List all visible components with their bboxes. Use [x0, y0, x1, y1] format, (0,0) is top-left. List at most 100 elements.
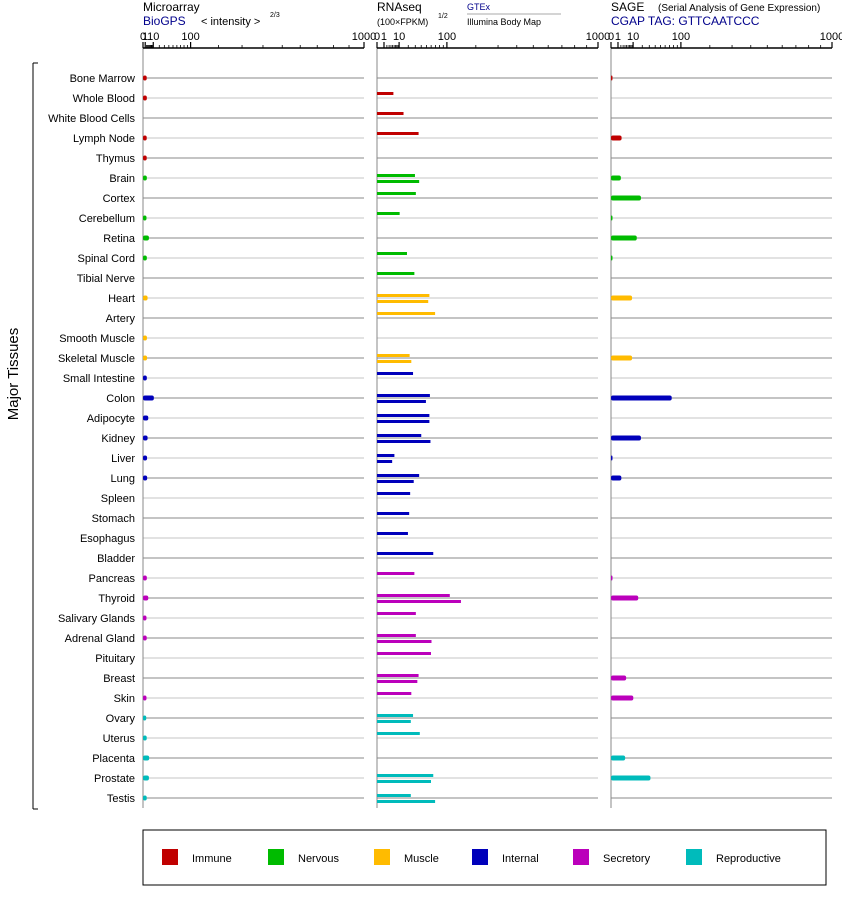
microarray-bar [143, 415, 149, 421]
sage-bar-30 [611, 675, 627, 681]
sage-bar-25 [611, 575, 613, 581]
microarray-bar-3 [143, 135, 147, 141]
rnaseq-source-bodymap: Illumina Body Map [467, 17, 541, 27]
rnaseq-bar-10 [377, 272, 415, 275]
microarray-bar-11 [143, 295, 148, 301]
microarray-bar-26 [143, 595, 149, 601]
sage-bar-34 [611, 755, 626, 761]
rnaseq-bar-gtex [377, 634, 416, 637]
microarray-bar-32 [143, 715, 147, 721]
tissue-label: Thymus [96, 153, 136, 165]
rnaseq-bar [377, 612, 416, 615]
sage-bar-19 [611, 455, 613, 461]
rnaseq-bar [377, 532, 408, 535]
microarray-bar [143, 695, 147, 701]
microarray-bar-9 [143, 255, 147, 261]
microarray-bar [143, 435, 148, 441]
sage-bar [611, 695, 634, 701]
tissue-label: Bladder [97, 553, 135, 565]
rnaseq-bar-gtex [377, 774, 434, 777]
rnaseq-bar [377, 552, 434, 555]
tissue-label: Heart [108, 293, 135, 305]
rnaseq-bar-17 [377, 414, 430, 423]
sage-bar-14 [611, 355, 633, 361]
legend-label-internal: Internal [502, 853, 539, 865]
y-axis-label: Major Tissues [5, 328, 22, 421]
microarray-bar-13 [143, 335, 147, 341]
rnaseq-bar-gtex [377, 794, 411, 797]
tissue-label: Testis [107, 793, 136, 805]
tissue-label: Cerebellum [79, 213, 135, 225]
rnaseq-bar-7 [377, 212, 400, 215]
rnaseq-unit-label: (100×FPKM) [377, 17, 428, 27]
rnaseq-bar-gtex [377, 474, 420, 477]
rnaseq-bar-31 [377, 692, 412, 695]
tissue-label: Breast [103, 673, 135, 685]
microarray-bar [143, 735, 147, 741]
sage-bar-0 [611, 75, 613, 81]
rnaseq-bar-bodymap [377, 440, 431, 443]
tissue-label: Esophagus [80, 533, 136, 545]
sage-bar-3 [611, 135, 622, 141]
tissue-label: Bone Marrow [70, 73, 135, 85]
microarray-bar [143, 715, 147, 721]
legend-label-secretory: Secretory [603, 853, 651, 865]
tissue-label: Salivary Glands [58, 613, 136, 625]
sage-bar [611, 775, 651, 781]
microarray-bar-33 [143, 735, 147, 741]
tissue-label: Tibial Nerve [77, 273, 135, 285]
sage-tick-label: 100 [672, 31, 690, 43]
sage-bar-9 [611, 255, 613, 261]
rnaseq-bar-35 [377, 774, 434, 783]
microarray-bar [143, 335, 147, 341]
legend-swatch-immune [162, 849, 178, 865]
rnaseq-bar-gtex [377, 674, 419, 677]
rnaseq-bar [377, 652, 431, 655]
microarray-bar-5 [143, 175, 147, 181]
microarray-tick-label: 1000 [352, 31, 376, 43]
microarray-bar [143, 635, 147, 641]
sage-bar-7 [611, 215, 613, 221]
sage-bar-5 [611, 175, 621, 181]
rnaseq-tick-label: 1000 [586, 31, 610, 43]
sage-bar [611, 575, 613, 581]
rnaseq-bar [377, 112, 404, 115]
microarray-bar-18 [143, 435, 148, 441]
microarray-bar-35 [143, 775, 149, 781]
microarray-tick-label: 0 [140, 31, 146, 43]
rnaseq-bar-23 [377, 532, 408, 535]
rnaseq-bar [377, 512, 410, 515]
tissue-label: Thyroid [98, 593, 135, 605]
microarray-bar-17 [143, 415, 149, 421]
rnaseq-bar-20 [377, 474, 420, 483]
microarray-bar-7 [143, 215, 147, 221]
microarray-bar [143, 215, 147, 221]
legend-swatch-nervous [268, 849, 284, 865]
rnaseq-bar-18 [377, 434, 431, 443]
microarray-bar [143, 575, 147, 581]
tissue-label: White Blood Cells [48, 113, 135, 125]
sage-bar-31 [611, 695, 634, 701]
rnaseq-bar-gtex [377, 454, 395, 457]
microarray-bar [143, 355, 148, 361]
microarray-bar-0 [143, 75, 147, 81]
sage-bar [611, 755, 626, 761]
microarray-bar [143, 95, 147, 101]
rnaseq-bar [377, 212, 400, 215]
tissue-label: Adipocyte [87, 413, 135, 425]
tissue-label: Pituitary [95, 653, 135, 665]
rnaseq-bar-bodymap [377, 720, 411, 723]
sage-tag-line: CGAP TAG: GTTCAATCCC [611, 14, 760, 28]
microarray-unit-label: < intensity > [201, 16, 260, 28]
sage-bar [611, 75, 613, 81]
microarray-bar [143, 235, 149, 241]
tissue-label: Lymph Node [73, 133, 135, 145]
rnaseq-bar-6 [377, 192, 416, 195]
sage-bar [611, 135, 622, 141]
sage-bar-8 [611, 235, 637, 241]
sage-bar [611, 455, 613, 461]
rnaseq-bar-bodymap [377, 420, 430, 423]
sage-tick-label: 1000 [820, 31, 842, 43]
microarray-bar-15 [143, 375, 147, 381]
